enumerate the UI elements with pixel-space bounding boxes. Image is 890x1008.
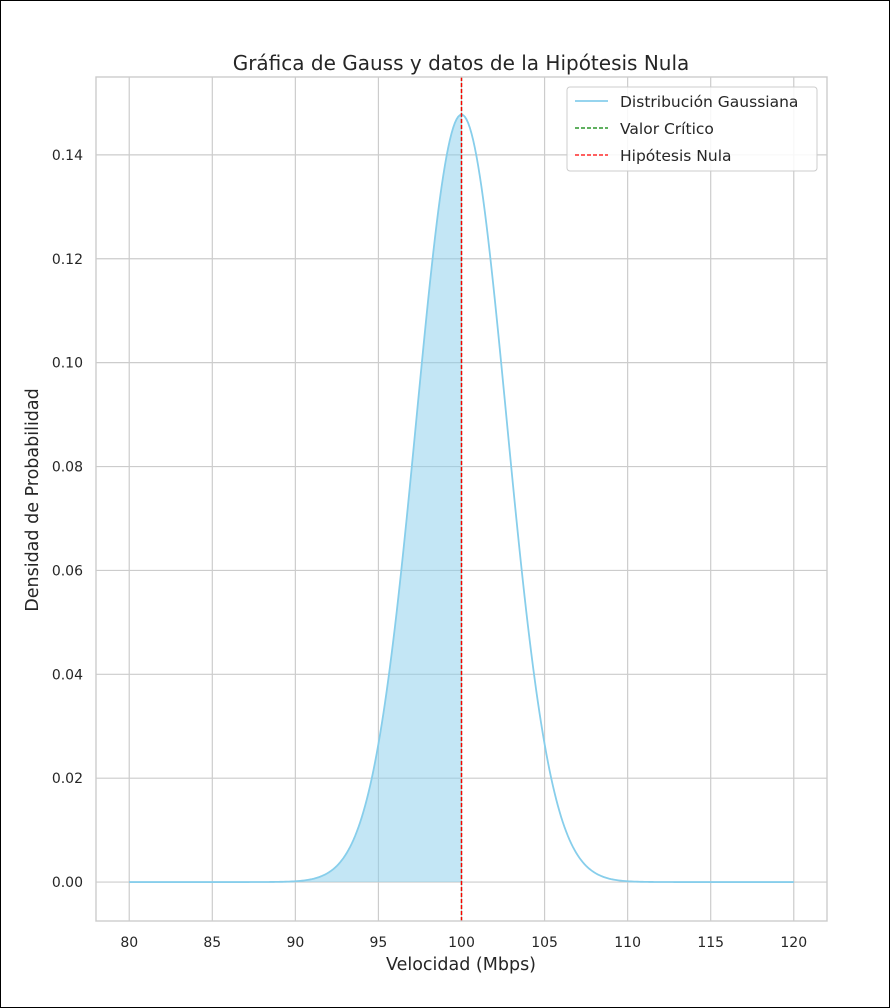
legend-box [566, 86, 818, 172]
x-tick-label: 85 [203, 935, 221, 951]
x-tick-label: 115 [697, 935, 724, 951]
y-tick-label: 0.00 [52, 875, 83, 891]
y-tick-label: 0.08 [52, 460, 83, 476]
x-tick-label: 90 [286, 935, 304, 951]
x-tick-label: 100 [448, 935, 475, 951]
legend-label-critical: Valor Crítico [620, 120, 714, 138]
chart-title: Gráfica de Gauss y datos de la Hipótesis… [233, 51, 690, 75]
x-tick-label: 95 [370, 935, 388, 951]
legend-label-null: Hipótesis Nula [620, 147, 732, 165]
y-tick-label: 0.10 [52, 356, 83, 372]
y-tick-label: 0.06 [52, 563, 83, 579]
shaded-area [129, 114, 462, 883]
legend: Distribución Gaussiana Valor Crítico Hip… [566, 86, 818, 172]
x-tick-label: 110 [614, 935, 641, 951]
x-tick-label: 105 [531, 935, 558, 951]
x-axis-label: Velocidad (Mbps) [386, 955, 536, 975]
legend-label-gaussian: Distribución Gaussiana [620, 93, 798, 111]
x-tick-label: 80 [120, 935, 138, 951]
y-tick-label: 0.12 [52, 252, 83, 268]
x-tick-label: 120 [780, 935, 807, 951]
y-axis-label: Densidad de Probabilidad [23, 388, 43, 611]
plot-area-border [95, 76, 828, 922]
x-tick-labels: 80 85 90 95 100 105 110 115 120 [120, 935, 807, 951]
y-tick-label: 0.14 [52, 148, 83, 164]
y-tick-label: 0.04 [52, 667, 83, 683]
y-tick-labels: 0.00 0.02 0.04 0.06 0.08 0.10 0.12 0.14 [52, 148, 83, 891]
y-tick-label: 0.02 [52, 771, 83, 787]
